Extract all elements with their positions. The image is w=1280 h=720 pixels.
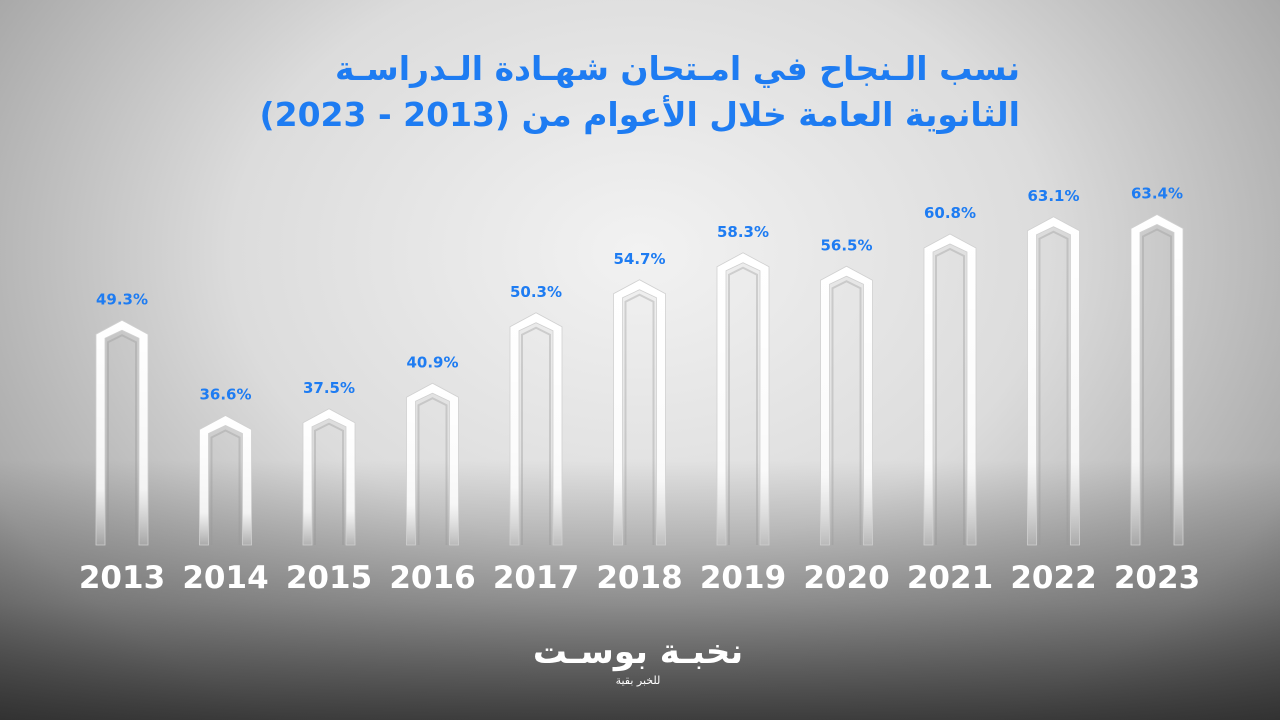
bar-2014 [199,415,252,546]
year-label-2017: 2017 [493,560,579,596]
year-label-2023: 2023 [1114,560,1200,596]
value-label-2015: 37.5% [303,379,355,397]
value-label-2013: 49.3% [96,290,148,308]
year-label-2022: 2022 [1010,560,1096,596]
bar-inner-shade-2021 [935,247,965,545]
bar-2020 [820,265,873,546]
bar-inner-shade-2015 [314,422,344,545]
year-label-2021: 2021 [907,560,993,596]
bar-inner-shade-2020 [831,280,862,545]
bar-inner-shade-2023 [1142,228,1172,545]
year-label-2013: 2013 [79,560,165,596]
value-label-2018: 54.7% [613,250,665,268]
bar-inner-shade-2017 [521,326,551,545]
brand-logo-tagline: للخبر بقية [615,674,661,687]
value-label-2022: 63.1% [1027,187,1079,205]
bar-inner-shade-2018 [624,293,655,545]
value-label-2016: 40.9% [406,353,458,371]
year-label-2015: 2015 [286,560,372,596]
bar-2015 [302,408,356,546]
bar-inner-shade-2016 [417,397,448,545]
value-label-2021: 60.8% [924,204,976,222]
bar-inner-shade-2019 [728,266,758,545]
bottom-shade [0,460,1280,720]
bar-2021 [923,233,977,546]
chart-title-line-1: نسب الـنجاح في امـتحان شهـادة الـدراسـة [334,49,1020,88]
bar-2016 [406,382,459,546]
value-label-2014: 36.6% [199,386,251,404]
value-label-2017: 50.3% [510,283,562,301]
year-label-2014: 2014 [182,560,268,596]
year-label-2019: 2019 [700,560,786,596]
bar-2023 [1130,214,1184,546]
bar-inner-shade-2022 [1038,230,1069,545]
bar-2022 [1027,216,1080,546]
bar-inner-shade-2014 [210,429,241,545]
bar-2013 [95,319,149,546]
brand-logo-name: نخبـة بوسـت [532,632,744,672]
value-label-2023: 63.4% [1131,185,1183,203]
bar-2019 [716,252,770,546]
bar-2018 [613,279,666,546]
chart-title: نسب الـنجاح في امـتحان شهـادة الـدراسـة … [250,46,1020,138]
year-label-2018: 2018 [596,560,682,596]
value-label-2020: 56.5% [820,236,872,254]
chart-title-line-2: الثانوية العامة خلال الأعوام من (2013 - … [259,95,1020,134]
year-label-2016: 2016 [389,560,475,596]
bar-inner-shade-2013 [107,334,137,545]
value-label-2019: 58.3% [717,223,769,241]
bar-2017 [509,312,563,546]
brand-logo: نخبـة بوسـت للخبر بقية [528,632,748,712]
year-label-2020: 2020 [803,560,889,596]
